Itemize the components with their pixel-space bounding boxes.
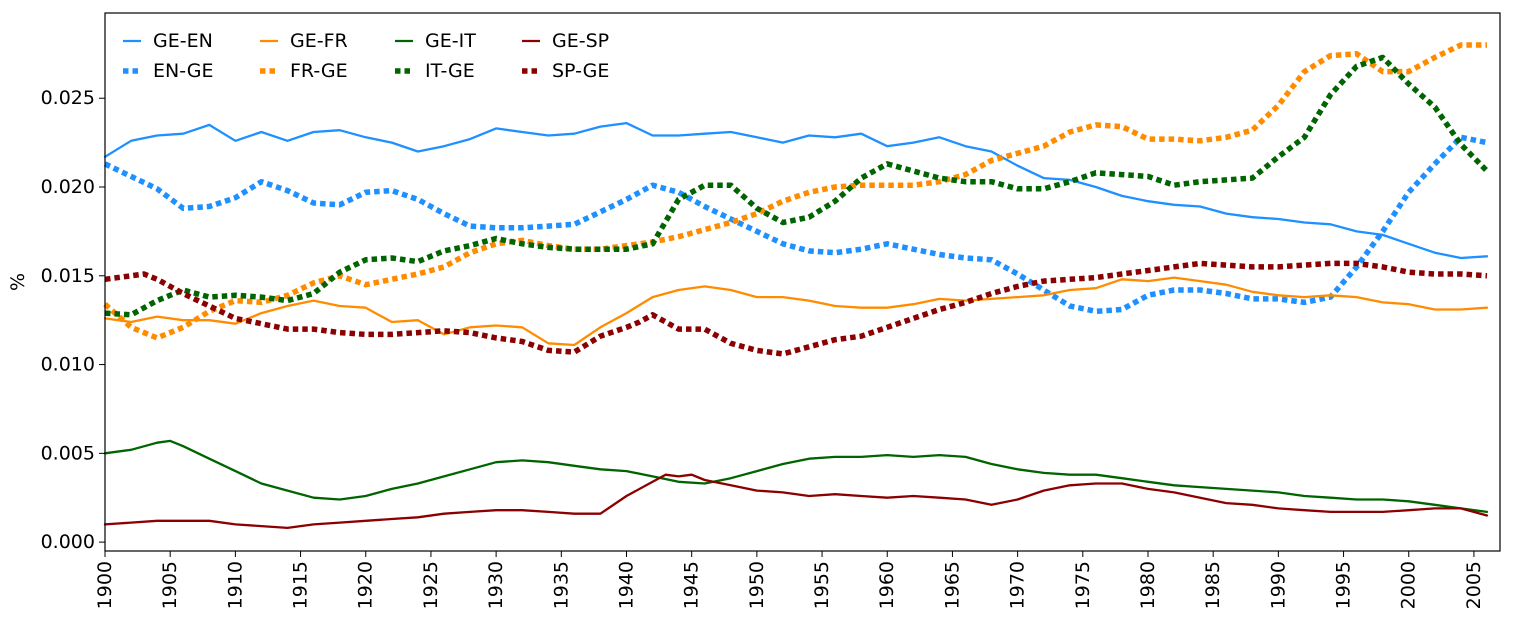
legend-label-it-ge: IT-GE bbox=[425, 60, 475, 82]
y-axis-label: % bbox=[7, 273, 29, 291]
x-tick-label: 1980 bbox=[1137, 561, 1159, 609]
x-tick-label: 1910 bbox=[224, 561, 246, 609]
x-tick-label: 1935 bbox=[550, 561, 572, 609]
x-tick-label: 1905 bbox=[159, 561, 181, 609]
series-line-ge-fr bbox=[103, 276, 1489, 347]
x-tick-label: 1995 bbox=[1333, 561, 1355, 609]
x-tick-label: 1930 bbox=[485, 561, 507, 609]
series-line-ge-en bbox=[103, 121, 1489, 260]
x-tick-label: 1920 bbox=[355, 561, 377, 609]
series-line-ge-it bbox=[103, 439, 1489, 514]
x-tick-label: 1985 bbox=[1202, 561, 1224, 609]
x-tick-label: 1970 bbox=[1007, 561, 1029, 609]
y-tick-label: 0.010 bbox=[41, 354, 95, 376]
legend-label-ge-it: GE-IT bbox=[425, 30, 476, 52]
series-line-ge-sp bbox=[103, 473, 1489, 530]
legend-label-sp-ge: SP-GE bbox=[552, 60, 609, 82]
series-line-sp-ge bbox=[104, 260, 1488, 357]
x-tick-label: 2000 bbox=[1398, 561, 1420, 609]
x-tick-label: 2005 bbox=[1463, 561, 1485, 609]
x-tick-label: 1960 bbox=[876, 561, 898, 609]
y-tick-label: 0.000 bbox=[41, 531, 95, 553]
y-tick-label: 0.015 bbox=[41, 265, 95, 287]
x-tick-label: 1940 bbox=[616, 561, 638, 609]
x-tick-label: 1925 bbox=[420, 561, 442, 609]
y-tick-label: 0.025 bbox=[41, 87, 95, 109]
legend-label-ge-en: GE-EN bbox=[153, 30, 213, 52]
y-tick-label: 0.020 bbox=[41, 176, 95, 198]
legend-label-ge-sp: GE-SP bbox=[552, 30, 609, 52]
series-line-en-ge bbox=[103, 134, 1488, 315]
x-axis: 1900 1905 1910 1915 1920 1925 1930 1935 1940 1945… bbox=[94, 551, 1485, 609]
legend-label-en-ge: EN-GE bbox=[153, 60, 214, 82]
legend: GE-EN EN-GE GE-FR FR-GE GE-IT IT-GE GE-SP SP-GE bbox=[123, 30, 609, 82]
legend-label-fr-ge: FR-GE bbox=[290, 60, 348, 82]
x-tick-label: 1915 bbox=[290, 561, 312, 609]
x-tick-label: 1990 bbox=[1267, 561, 1289, 609]
x-tick-label: 1975 bbox=[1072, 561, 1094, 609]
x-tick-label: 1945 bbox=[681, 561, 703, 609]
x-tick-label: 1950 bbox=[746, 561, 768, 609]
series-line-fr-ge bbox=[103, 42, 1487, 341]
legend-label-ge-fr: GE-FR bbox=[290, 30, 348, 52]
series-layer bbox=[103, 42, 1489, 530]
y-axis: 0.000 0.005 0.010 0.015 0.020 0.025 bbox=[41, 87, 105, 553]
x-tick-label: 1965 bbox=[941, 561, 963, 609]
plot-frame bbox=[104, 12, 1501, 552]
x-tick-label: 1955 bbox=[811, 561, 833, 609]
y-tick-label: 0.005 bbox=[41, 442, 95, 464]
x-tick-label: 1900 bbox=[94, 561, 116, 609]
series-line-it-ge bbox=[104, 54, 1489, 318]
